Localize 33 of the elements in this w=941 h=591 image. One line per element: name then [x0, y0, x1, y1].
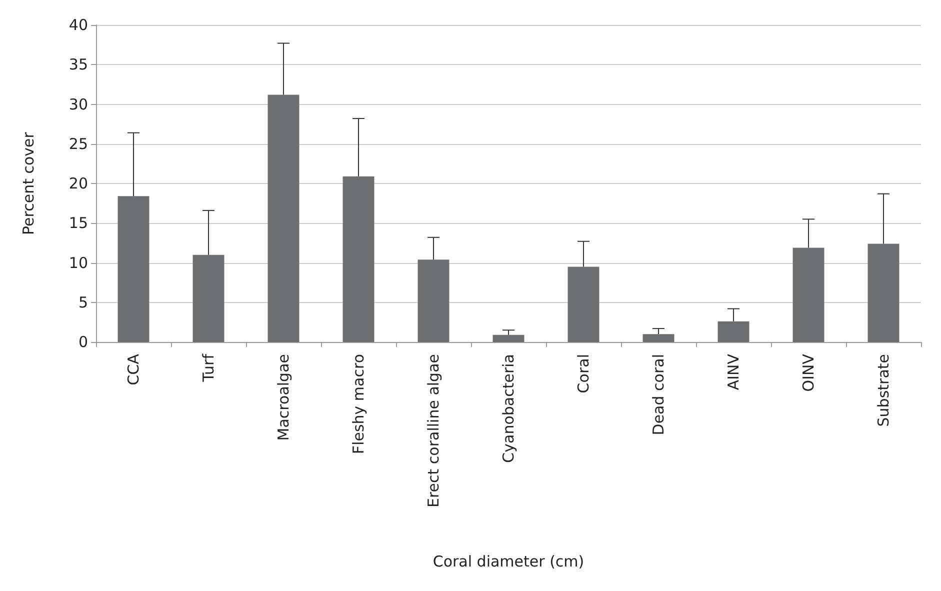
y-tick-label: 0 — [78, 333, 88, 351]
bar — [642, 334, 674, 342]
x-tick-label: CCA — [124, 353, 142, 386]
x-tick-label: Cyanobacteria — [500, 354, 518, 463]
bar — [192, 254, 224, 342]
y-axis-title: Percent cover — [20, 131, 38, 235]
y-tick-label: 40 — [68, 16, 88, 34]
bar — [342, 176, 374, 342]
x-tick-label: Dead coral — [650, 354, 668, 436]
bar — [268, 94, 300, 342]
x-tick-label: Fleshy macro — [350, 354, 368, 454]
bar — [418, 260, 450, 342]
x-tick-label: Substrate — [874, 354, 892, 427]
bar — [492, 334, 524, 342]
bar — [868, 244, 900, 342]
bar — [118, 196, 150, 342]
x-tick-label: Coral — [574, 354, 592, 394]
x-tick-label: Turf — [200, 353, 218, 383]
x-axis-title: Coral diameter (cm) — [432, 552, 584, 570]
x-tick-label: AINV — [724, 353, 742, 390]
x-tick-label: Macroalgae — [274, 354, 292, 441]
x-tick-label: Erect coralline algae — [424, 354, 442, 508]
bar — [568, 266, 600, 342]
y-tick-label: 25 — [68, 134, 88, 153]
y-tick-label: 10 — [68, 254, 88, 272]
y-tick-label: 30 — [68, 95, 88, 114]
bar — [792, 248, 824, 342]
x-tick-label: OINV — [800, 353, 818, 392]
y-tick-label: 35 — [68, 56, 88, 74]
y-tick-label: 5 — [78, 293, 88, 312]
y-tick-label: 20 — [68, 174, 88, 192]
bar — [718, 321, 750, 342]
y-tick-label: 15 — [68, 214, 88, 232]
